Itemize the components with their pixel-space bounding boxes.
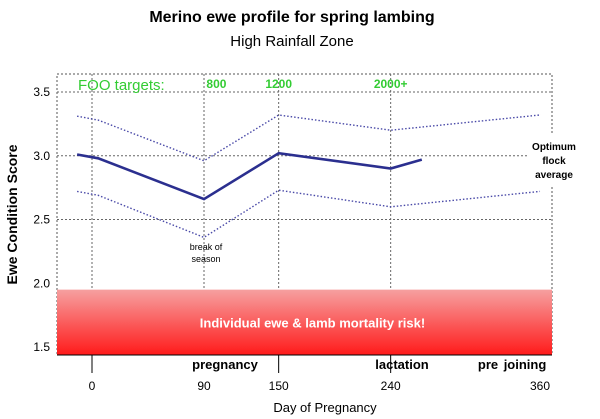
y-tick-label: 2.0: [33, 276, 50, 290]
series-line-upper: [76, 114, 541, 162]
y-tick-label: 3.5: [33, 85, 50, 99]
x-tick-label: 150: [269, 379, 289, 393]
optimum-label-line: flock: [542, 156, 566, 167]
optimum-label-line: Optimum: [532, 142, 576, 153]
risk-zone-label: Individual ewe & lamb mortality risk!: [200, 315, 425, 330]
tick-layer: 3.5 3.0 2.5 2.0 1.5 0 90 150 240 360: [33, 85, 550, 393]
foo-target-value: 800: [206, 77, 226, 91]
foo-target-value: 2000+: [374, 77, 408, 91]
series-layer: [76, 114, 541, 239]
x-axis-label: Day of Pregnancy: [273, 400, 377, 415]
x-tick-label: 360: [530, 379, 550, 393]
x-tick-label: 240: [381, 379, 401, 393]
y-tick-label: 2.5: [33, 213, 50, 227]
phase-label: pre: [478, 357, 498, 372]
y-tick-label: 1.5: [33, 340, 50, 354]
risk-zone-layer: Individual ewe & lamb mortality risk!: [57, 289, 552, 355]
foo-target-value: 1200: [265, 77, 292, 91]
chart-title: Merino ewe profile for spring lambing: [149, 9, 434, 26]
phase-band: [57, 355, 552, 373]
phase-label: joining: [503, 357, 547, 372]
chart-subtitle: High Rainfall Zone: [230, 33, 353, 50]
annotation-text: season: [191, 254, 220, 264]
optimum-label-line: average: [535, 170, 573, 181]
x-tick-label: 90: [197, 379, 211, 393]
grid-layer: [56, 73, 553, 356]
annotation-layer: Optimum flock average FOO targets: 800 1200 20…: [78, 77, 581, 264]
x-tick-label: 0: [89, 379, 96, 393]
y-tick-label: 3.0: [33, 149, 50, 163]
phase-label: lactation: [375, 357, 429, 372]
foo-targets-label: FOO targets:: [78, 77, 165, 94]
phase-label: pregnancy: [192, 357, 259, 372]
optimum-label-bg: [527, 133, 581, 185]
risk-zone: [57, 289, 552, 355]
series-line-lower: [76, 189, 541, 239]
y-axis-label: Ewe Condition Score: [4, 144, 20, 284]
phase-layer: pregnancy lactation pre joining: [57, 354, 552, 373]
annotation-text: break of: [190, 242, 223, 252]
series-line-optimum: [76, 151, 423, 201]
